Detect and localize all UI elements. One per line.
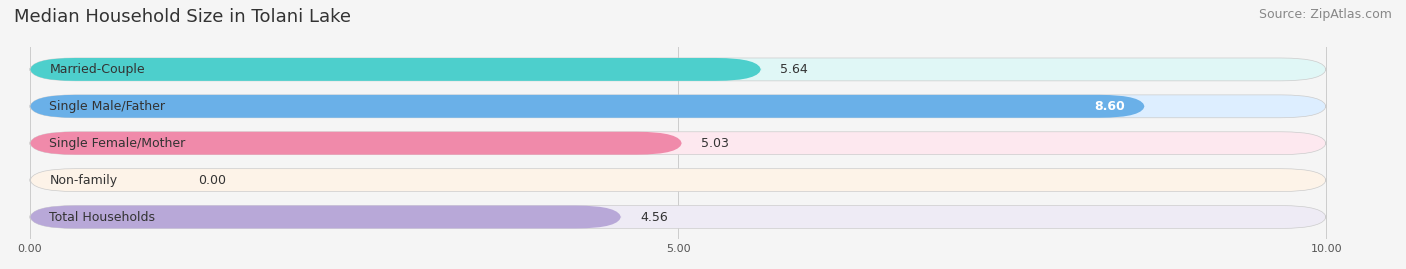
FancyBboxPatch shape: [30, 58, 761, 81]
FancyBboxPatch shape: [30, 169, 1326, 192]
Text: Source: ZipAtlas.com: Source: ZipAtlas.com: [1258, 8, 1392, 21]
Text: 4.56: 4.56: [641, 211, 668, 224]
FancyBboxPatch shape: [30, 132, 682, 155]
Text: 8.60: 8.60: [1094, 100, 1125, 113]
Text: Non-family: Non-family: [49, 174, 118, 187]
Text: 0.00: 0.00: [198, 174, 226, 187]
Text: 5.64: 5.64: [780, 63, 808, 76]
Text: 5.03: 5.03: [702, 137, 730, 150]
Text: Total Households: Total Households: [49, 211, 156, 224]
FancyBboxPatch shape: [30, 206, 621, 228]
Text: Median Household Size in Tolani Lake: Median Household Size in Tolani Lake: [14, 8, 352, 26]
Text: Married-Couple: Married-Couple: [49, 63, 145, 76]
FancyBboxPatch shape: [30, 206, 1326, 228]
FancyBboxPatch shape: [30, 132, 1326, 155]
FancyBboxPatch shape: [30, 58, 1326, 81]
Text: Single Female/Mother: Single Female/Mother: [49, 137, 186, 150]
Text: Single Male/Father: Single Male/Father: [49, 100, 166, 113]
FancyBboxPatch shape: [30, 95, 1326, 118]
FancyBboxPatch shape: [30, 95, 1144, 118]
